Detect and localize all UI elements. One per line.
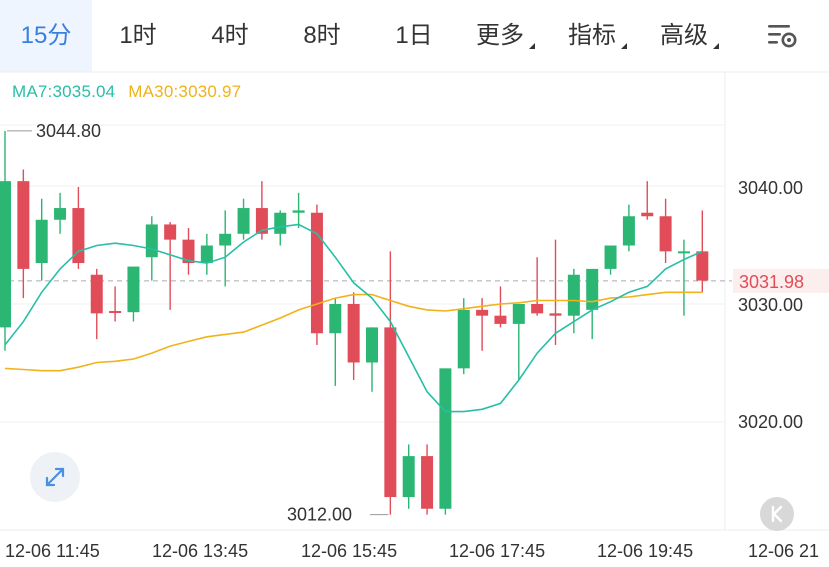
candle-body	[127, 266, 140, 313]
candle-body	[567, 274, 580, 316]
candle-body	[659, 216, 672, 252]
current-price-label: 3031.98	[739, 272, 804, 292]
y-tick-label: 3040.00	[738, 178, 803, 198]
expand-icon	[45, 467, 65, 487]
interval-tabs: 15分 1时 4时 8时 1日 更多 指标 高级	[0, 0, 829, 72]
candle-body	[512, 304, 525, 324]
candle-body	[366, 327, 378, 363]
tab-8hour[interactable]: 8时	[303, 22, 341, 49]
tab-4hour[interactable]: 4时	[211, 22, 249, 49]
x-tick-label: 12-06 15:45	[301, 541, 397, 561]
candle-body	[384, 327, 397, 498]
candle-body	[421, 456, 434, 509]
current-price-badge	[733, 268, 829, 293]
tab-more[interactable]: 更多	[476, 22, 524, 49]
candle-body	[439, 368, 452, 509]
candle-body	[72, 208, 85, 264]
candle-body	[164, 224, 177, 240]
tab-1day[interactable]: 1日	[395, 22, 433, 49]
candle-body	[604, 245, 617, 269]
candle-body	[0, 181, 11, 328]
x-tick-label: 12-06 17:45	[449, 541, 545, 561]
candle-body	[292, 210, 305, 213]
candle-body	[182, 239, 195, 264]
candle-body	[347, 304, 360, 363]
candle-body	[641, 212, 654, 217]
candle-body	[549, 313, 562, 316]
tab-1hour[interactable]: 1时	[119, 22, 157, 49]
candle-body	[457, 309, 470, 369]
candle-body	[677, 251, 690, 254]
candle-body	[402, 456, 415, 498]
candle-body	[35, 219, 48, 264]
tab-advanced[interactable]: 高级	[660, 22, 708, 49]
candle-body	[622, 216, 635, 246]
y-tick-label: 3030.00	[738, 295, 803, 315]
tab-indicators[interactable]: 指标	[568, 22, 616, 49]
ma30-line	[4, 291, 703, 372]
ma7-line	[4, 223, 703, 413]
candle-body	[696, 251, 709, 281]
candle-body	[494, 315, 507, 324]
ma30-legend: MA30:3030.97	[128, 82, 242, 101]
k-chart-icon	[771, 505, 783, 523]
x-tick-label: 12-06 13:45	[152, 541, 248, 561]
candle-body	[531, 304, 544, 314]
candle-body	[90, 274, 103, 314]
candle-body	[237, 208, 250, 234]
more-dropdown-icon	[529, 43, 535, 49]
candle-body	[54, 208, 67, 220]
expand-button[interactable]	[30, 452, 80, 502]
indicators-dropdown-icon	[621, 43, 627, 49]
candle-body	[255, 208, 268, 234]
x-tick-label: 12-06 21	[748, 541, 819, 561]
candle-body	[586, 268, 599, 310]
candle-body	[109, 311, 122, 314]
k-chart-button[interactable]	[760, 497, 794, 531]
tab-15min[interactable]: 15分	[0, 0, 92, 72]
candle-body	[145, 224, 158, 258]
candle-body	[17, 181, 30, 269]
ma7-legend: MA7:3035.04	[12, 82, 116, 101]
candle-body	[329, 304, 342, 334]
low-label: 3012.00	[287, 505, 352, 525]
candle-body	[274, 212, 287, 234]
x-tick-label: 12-06 19:45	[597, 541, 693, 561]
y-tick-label: 3020.00	[738, 412, 803, 432]
x-tick-label: 12-06 11:45	[5, 541, 100, 561]
high-label: 3044.80	[36, 121, 101, 141]
chart-settings-icon[interactable]	[766, 22, 798, 50]
candle-body	[200, 245, 213, 264]
advanced-dropdown-icon	[713, 43, 719, 49]
ma-legend: MA7:3035.04 MA30:3030.97	[12, 82, 241, 102]
candle-body	[476, 309, 489, 316]
candle-body	[219, 233, 232, 246]
